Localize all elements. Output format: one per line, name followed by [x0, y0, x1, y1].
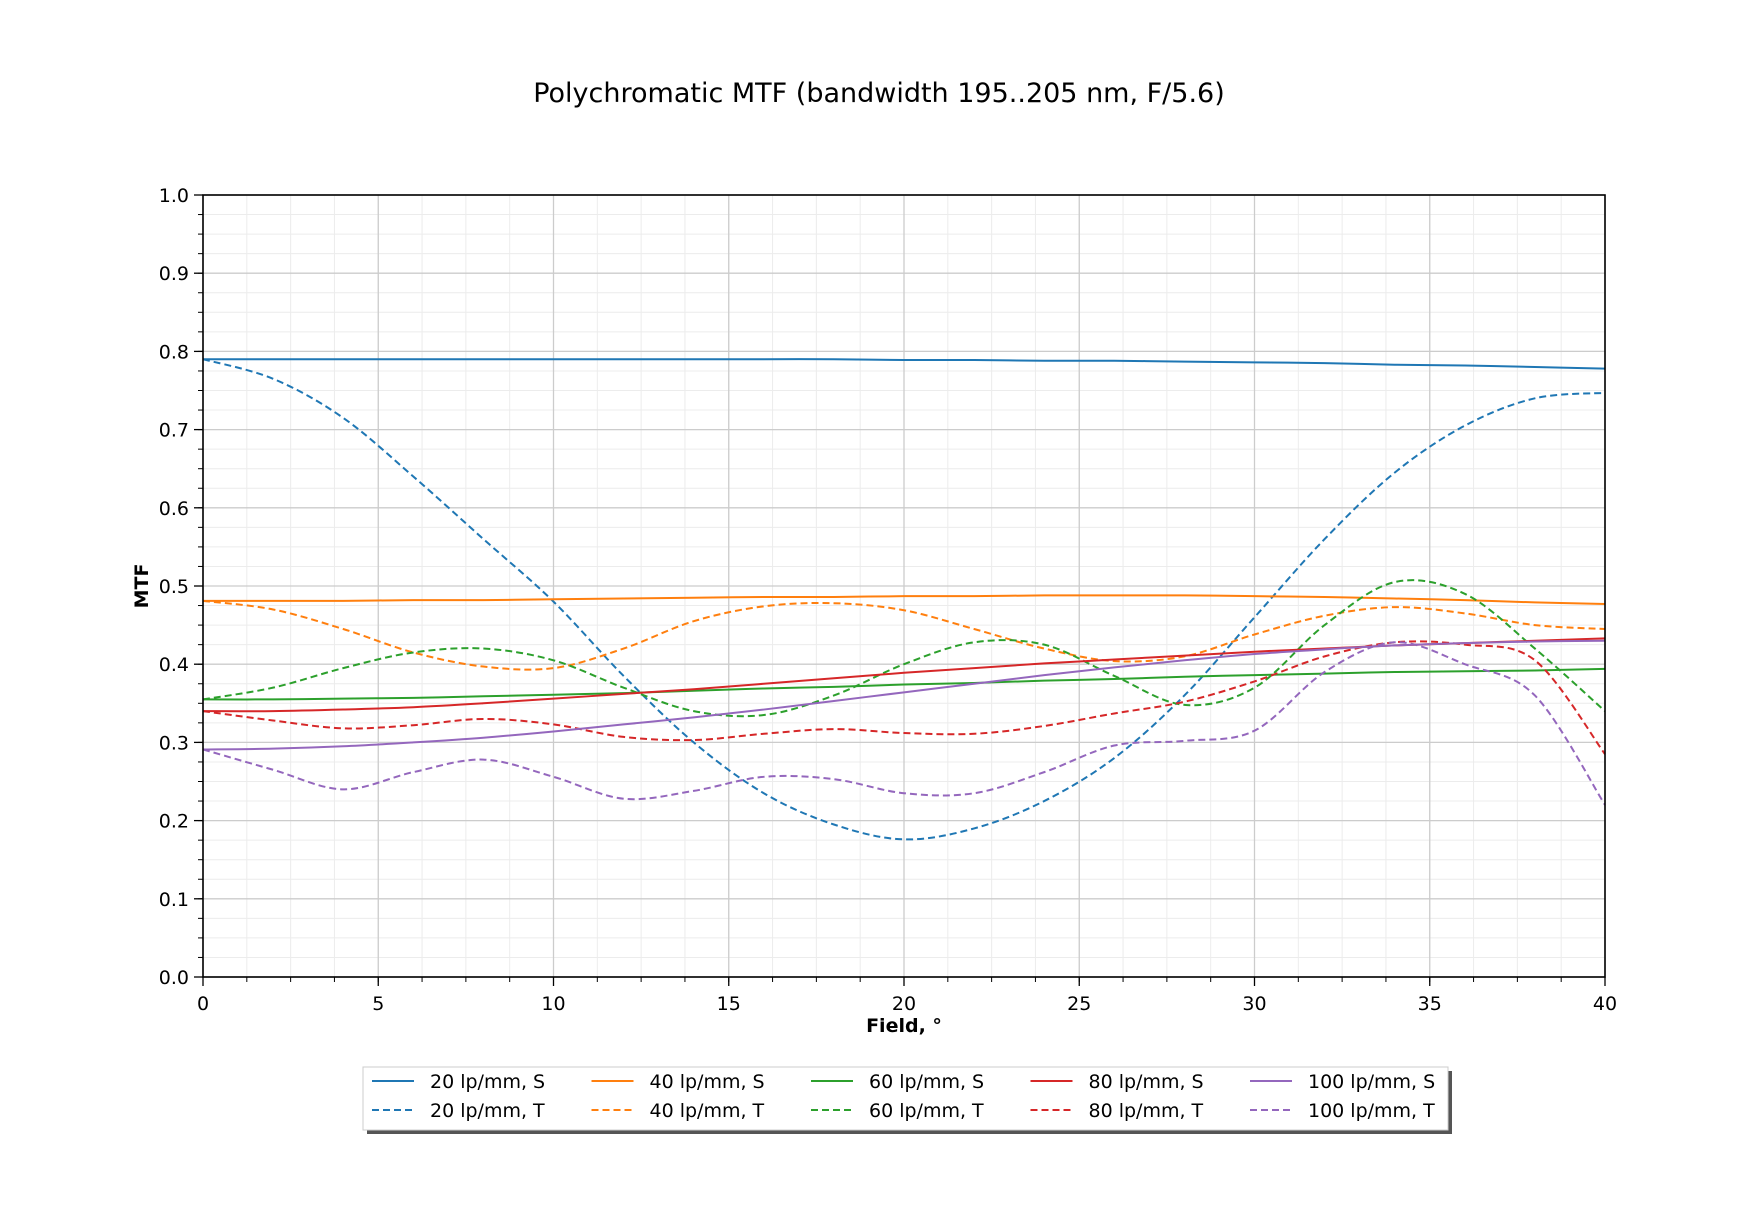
series-line-80-lp-mm-t	[202, 640, 1606, 755]
legend-entry-label: 20 lp/mm, S	[430, 1071, 545, 1093]
x-axis-label: Field, °	[866, 1015, 942, 1037]
legend-entry-label: 100 lp/mm, S	[1308, 1071, 1435, 1093]
x-tick-label: 20	[892, 993, 916, 1015]
x-tick-label: 5	[372, 993, 384, 1015]
series-line-100-lp-mm-t	[202, 641, 1606, 806]
legend-box	[362, 1066, 1449, 1131]
y-tick-label: 0.8	[159, 341, 189, 363]
legend-entry-label: 100 lp/mm, T	[1308, 1100, 1435, 1122]
y-tick-label: 0.9	[159, 263, 189, 285]
y-tick-label: 0.3	[159, 732, 189, 754]
series-line-60-lp-mm-s	[202, 667, 1606, 701]
chart-title: Polychromatic MTF (bandwidth 195..205 nm…	[533, 78, 1225, 109]
grid	[202, 194, 1606, 978]
legend-entry-label: 40 lp/mm, T	[650, 1100, 765, 1122]
legend-entry-label: 40 lp/mm, S	[650, 1071, 765, 1093]
x-tick-label: 35	[1418, 993, 1442, 1015]
y-tick-label: 0.1	[159, 889, 189, 911]
legend-entry-label: 80 lp/mm, S	[1089, 1071, 1204, 1093]
series-lines	[202, 358, 1606, 841]
y-tick-label: 0.0	[159, 967, 189, 989]
legend-entry-label: 60 lp/mm, S	[869, 1071, 984, 1093]
legend-entry-label: 20 lp/mm, T	[430, 1100, 545, 1122]
series-line-40-lp-mm-s	[203, 594, 1606, 605]
x-tick-label: 25	[1067, 993, 1091, 1015]
x-tick-label: 40	[1593, 993, 1617, 1015]
legend-entry-label: 80 lp/mm, T	[1089, 1100, 1204, 1122]
axes: 0 5 10 15 20 25 30 35 40 0.0 0.1 0.2 0.3 0.4 0.5 0.6 0.7…	[159, 185, 1617, 1015]
y-tick-label: 1.0	[159, 185, 189, 207]
y-tick-label: 0.4	[159, 654, 189, 676]
legend-entry-label: 60 lp/mm, T	[869, 1100, 984, 1122]
x-tick-label: 15	[717, 993, 741, 1015]
series-line-40-lp-mm-t	[202, 599, 1606, 671]
x-tick-label: 30	[1242, 993, 1266, 1015]
y-tick-label: 0.7	[159, 420, 189, 442]
y-axis-label: MTF	[131, 564, 153, 609]
series-line-20-lp-mm-s	[202, 358, 1606, 370]
y-tick-label: 0.6	[159, 498, 189, 520]
y-tick-label: 0.2	[159, 811, 189, 833]
legend: 20 lp/mm, S 20 lp/mm, T 40 lp/mm, S 40 lp/m…	[362, 1066, 1452, 1134]
x-tick-label: 10	[541, 993, 565, 1015]
series-line-20-lp-mm-t	[202, 358, 1606, 841]
y-tick-label: 0.5	[159, 576, 189, 598]
x-tick-label: 0	[197, 993, 209, 1015]
